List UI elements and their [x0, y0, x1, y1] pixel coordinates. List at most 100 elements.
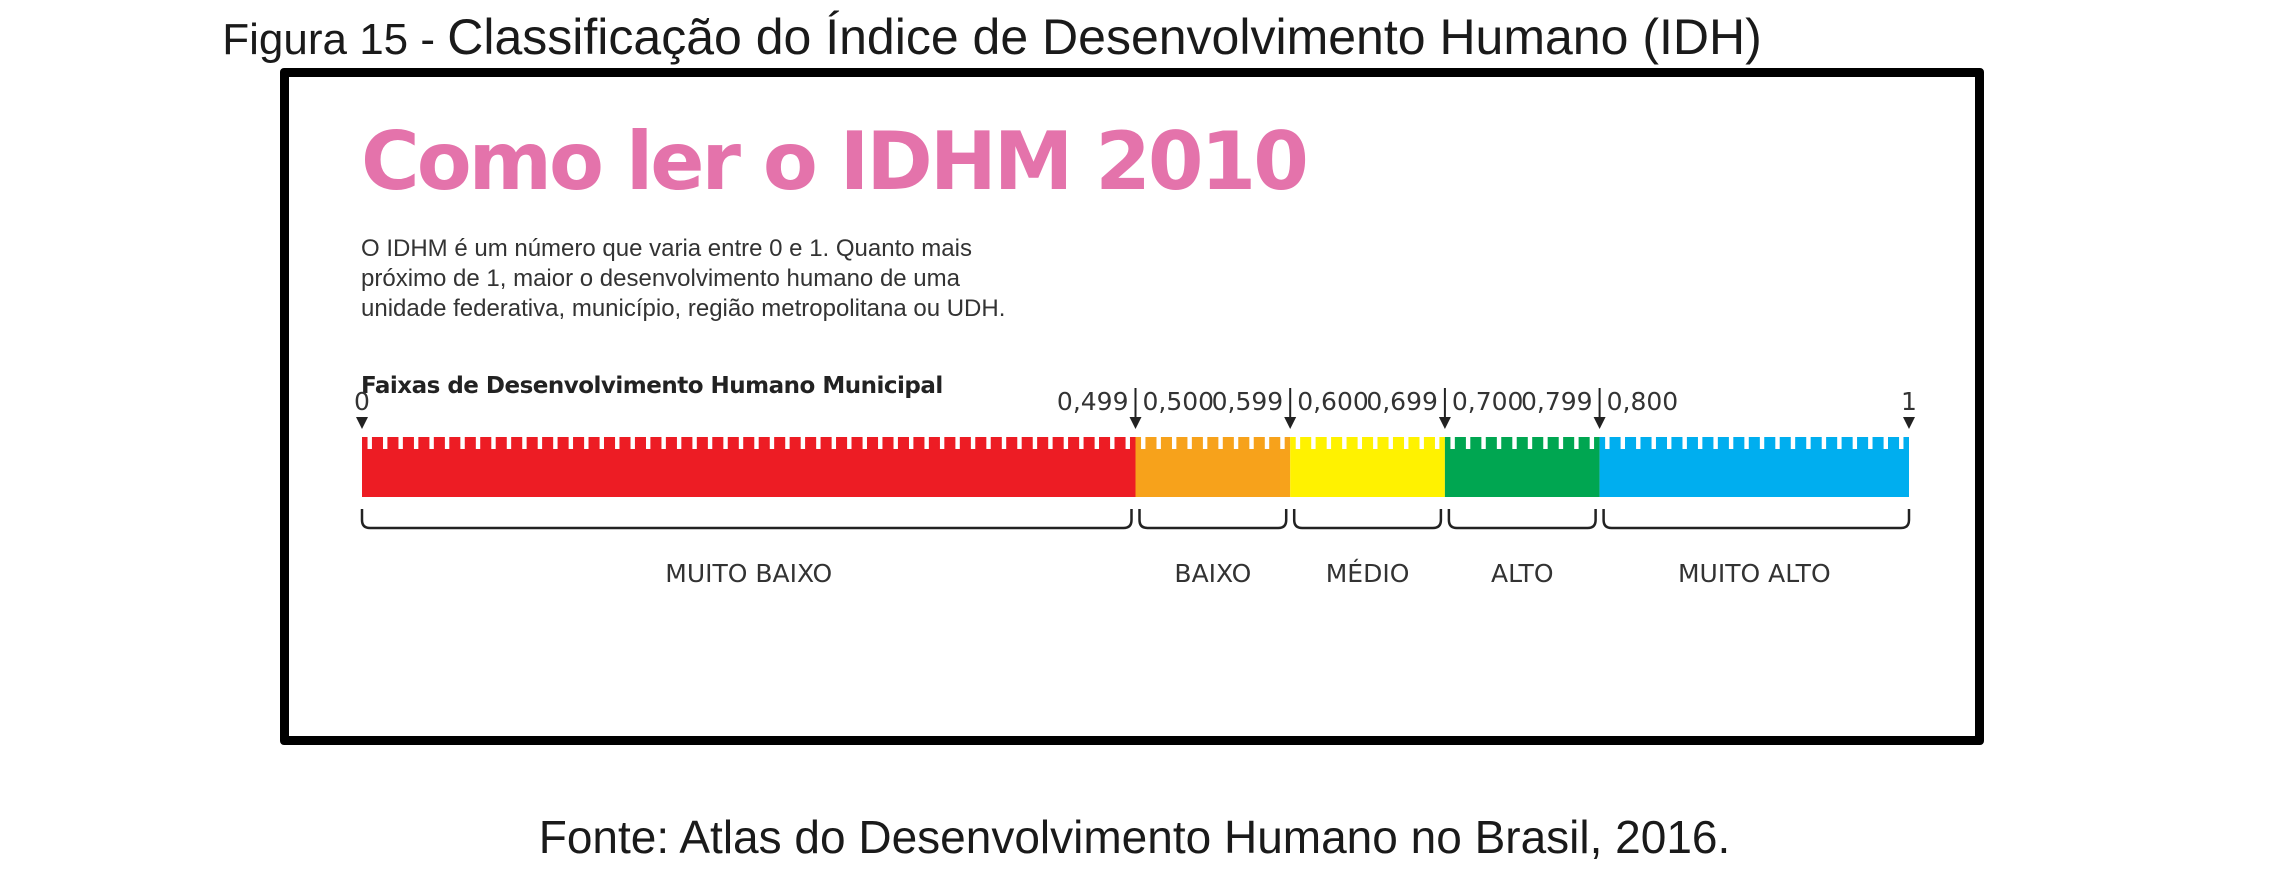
ruler-notch: [1017, 437, 1022, 449]
scale-label-start: 0: [354, 387, 370, 416]
band-label-baixo: BAIXO: [1174, 559, 1251, 588]
figure-caption: Figura 15 - Classificação do Índice de D…: [0, 8, 1984, 66]
ruler-notch: [1465, 437, 1471, 449]
ruler-notch: [1806, 437, 1811, 449]
ruler-notch: [1481, 437, 1486, 449]
ruler-notch: [367, 437, 372, 449]
ruler-notch: [429, 437, 434, 449]
band-bracket: [1292, 509, 1443, 530]
ruler-notch: [553, 437, 558, 449]
ruler-notch: [785, 437, 790, 449]
caption-title: Classificação do Índice de Desenvolvimen…: [447, 9, 1762, 65]
band-bracket: [360, 509, 1133, 530]
boundary-marker: [1438, 417, 1451, 429]
ruler-notch: [1110, 437, 1115, 449]
description-line: unidade federativa, município, região me…: [361, 295, 1006, 322]
ruler-notch: [1605, 437, 1610, 449]
ruler-notch: [1373, 437, 1378, 449]
band-bracket: [1602, 509, 1911, 530]
ruler-notch: [707, 437, 713, 449]
ruler-notch: [1852, 437, 1858, 449]
scale-band-alto: [1444, 437, 1600, 497]
ruler-notch: [1868, 437, 1873, 449]
ruler-notch: [970, 437, 976, 449]
ruler-notch: [1032, 437, 1038, 449]
ruler-notch: [1202, 437, 1208, 449]
ruler-notch: [1125, 437, 1130, 449]
ruler-notch: [738, 437, 744, 449]
scale-title: Faixas de Desenvolvimento Humano Municip…: [361, 373, 943, 399]
ruler-notch: [1558, 437, 1564, 449]
boundary-label-high: 0,800: [1607, 387, 1679, 416]
scale-band-baixo: [1135, 437, 1291, 497]
scale-band-muito-alto: [1599, 437, 1909, 497]
ruler-notch: [1883, 437, 1888, 449]
ruler-notch: [908, 437, 914, 449]
ruler-notch: [1311, 437, 1316, 449]
ruler-notch: [1419, 437, 1424, 449]
ruler-notch: [878, 437, 883, 449]
scale-band-muito-baixo: [362, 437, 1136, 497]
boundary-label-high: 0,500: [1143, 387, 1215, 416]
ruler-notch: [986, 437, 991, 449]
ruler-notch: [1790, 437, 1796, 449]
ruler-notch: [1775, 437, 1780, 449]
ruler-notch: [800, 437, 806, 449]
boundary-label-low: 0,699: [1366, 387, 1438, 416]
ruler-notch: [1713, 437, 1718, 449]
boundary-label-low: 0,599: [1212, 387, 1284, 416]
description-line: O IDHM é um número que varia entre 0 e 1…: [361, 235, 972, 262]
ruler-notch: [676, 437, 682, 449]
ruler-notch: [1079, 437, 1084, 449]
ruler-notch: [661, 437, 666, 449]
ruler-notch: [831, 437, 837, 449]
ruler-notch: [1496, 437, 1502, 449]
ruler-notch: [1512, 437, 1517, 449]
ruler-notch: [1264, 437, 1270, 449]
ruler-notch: [1063, 437, 1069, 449]
ruler-notch: [630, 437, 635, 449]
scale-label-end: 1: [1901, 387, 1917, 416]
ruler-notch: [847, 437, 852, 449]
ruler-notch: [1280, 437, 1285, 449]
caption-prefix: Figura 15 -: [222, 15, 448, 64]
description-line: próximo de 1, maior o desenvolvimento hu…: [361, 265, 960, 292]
ruler-notch: [444, 437, 450, 449]
infographic-title: Como ler o IDHM 2010: [361, 115, 1309, 208]
ruler-notch: [522, 437, 527, 449]
ruler-notch: [692, 437, 697, 449]
ruler-notch: [1620, 437, 1626, 449]
scale-start-marker: [356, 417, 368, 429]
ruler-notch: [1837, 437, 1842, 449]
ruler-notch: [723, 437, 728, 449]
boundary-marker: [1284, 417, 1297, 429]
ruler-notch: [939, 437, 945, 449]
ruler-notch: [1434, 437, 1440, 449]
band-label-muito-baixo: MUITO BAIXO: [665, 559, 832, 588]
boundary-label-low: 0,499: [1057, 387, 1129, 416]
ruler-notch: [1295, 437, 1301, 449]
ruler-notch: [584, 437, 589, 449]
ruler-notch: [1759, 437, 1765, 449]
ruler-notch: [460, 437, 465, 449]
ruler-notch: [1651, 437, 1656, 449]
band-label-alto: ALTO: [1491, 559, 1554, 588]
ruler-notch: [1171, 437, 1177, 449]
boundary-marker: [1593, 417, 1606, 429]
ruler-notch: [1218, 437, 1223, 449]
ruler-notch: [645, 437, 651, 449]
ruler-notch: [862, 437, 867, 449]
ruler-notch: [1821, 437, 1827, 449]
ruler-notch: [1697, 437, 1703, 449]
boundary-label-low: 0,799: [1521, 387, 1593, 416]
ruler-notch: [398, 437, 403, 449]
ruler-notch: [1682, 437, 1687, 449]
ruler-notch: [1187, 437, 1192, 449]
ruler-notch: [1094, 437, 1100, 449]
ruler-notch: [491, 437, 496, 449]
ruler-notch: [1404, 437, 1409, 449]
boundary-marker: [1129, 417, 1142, 429]
ruler-notch: [506, 437, 512, 449]
ruler-notch: [1899, 437, 1904, 449]
